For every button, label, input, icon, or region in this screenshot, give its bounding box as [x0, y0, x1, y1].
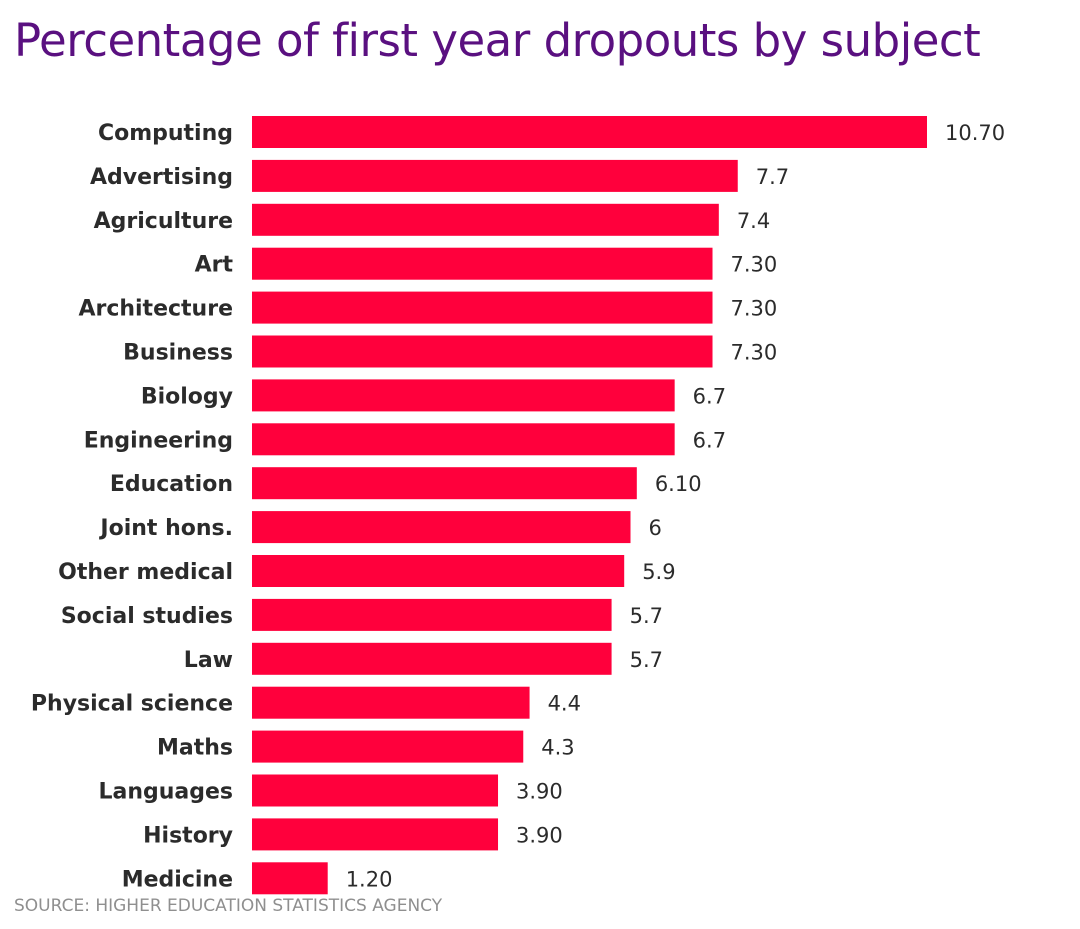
category-label: Joint hons.: [98, 516, 233, 541]
bar-agriculture: [252, 203, 719, 236]
category-label: Maths: [157, 736, 233, 761]
category-label: Law: [184, 648, 233, 673]
category-label: Engineering: [84, 428, 233, 453]
category-label: Medicine: [122, 867, 233, 892]
data-label: 6: [649, 516, 662, 540]
category-label: Education: [110, 472, 233, 497]
category-label: History: [143, 823, 233, 848]
category-label: Other medical: [58, 560, 233, 585]
bar-physical-science: [252, 686, 530, 719]
data-label: 5.9: [642, 560, 675, 584]
data-label: 7.30: [731, 341, 778, 365]
data-label: 10.70: [945, 121, 1005, 145]
bar-history: [252, 818, 499, 851]
category-label: Physical science: [31, 692, 233, 717]
data-label: 7.30: [731, 297, 778, 321]
category-label: Art: [195, 253, 234, 278]
data-label: 7.7: [756, 165, 789, 189]
data-label: 3.90: [516, 780, 563, 804]
data-label: 5.7: [630, 648, 663, 672]
data-label: 3.90: [516, 823, 563, 847]
data-label: 5.7: [630, 604, 663, 628]
category-label: Social studies: [61, 604, 233, 629]
bar-art: [252, 247, 713, 280]
bar-computing: [252, 116, 927, 148]
bar-engineering: [252, 423, 675, 456]
category-label: Business: [123, 341, 233, 366]
bar-medicine: [252, 862, 328, 895]
data-label: 6.7: [693, 428, 726, 452]
chart-title: Percentage of first year dropouts by sub…: [14, 14, 981, 67]
data-label: 4.3: [541, 736, 574, 760]
bar-languages: [252, 774, 499, 807]
category-label: Biology: [141, 384, 233, 409]
bar-advertising: [252, 159, 738, 192]
data-label: 7.30: [731, 253, 778, 277]
category-label: Computing: [98, 121, 233, 146]
bar-law: [252, 642, 612, 675]
bar-education: [252, 467, 637, 500]
bar-joint-hons: [252, 511, 631, 544]
data-label: 4.4: [548, 692, 581, 716]
category-label: Architecture: [78, 297, 233, 322]
data-label: 1.20: [346, 867, 393, 891]
data-label: 6.10: [655, 472, 702, 496]
category-label: Languages: [98, 780, 233, 805]
category-label: Advertising: [90, 165, 233, 190]
bar-architecture: [252, 291, 713, 324]
bar-business: [252, 335, 713, 368]
source-note: SOURCE: HIGHER EDUCATION STATISTICS AGEN…: [14, 896, 443, 916]
bar-biology: [252, 379, 675, 412]
bar-social-studies: [252, 598, 612, 631]
bar-other-medical: [252, 555, 625, 587]
bar-maths: [252, 730, 524, 763]
category-label: Agriculture: [94, 209, 233, 234]
data-label: 6.7: [693, 384, 726, 408]
data-label: 7.4: [737, 209, 770, 233]
